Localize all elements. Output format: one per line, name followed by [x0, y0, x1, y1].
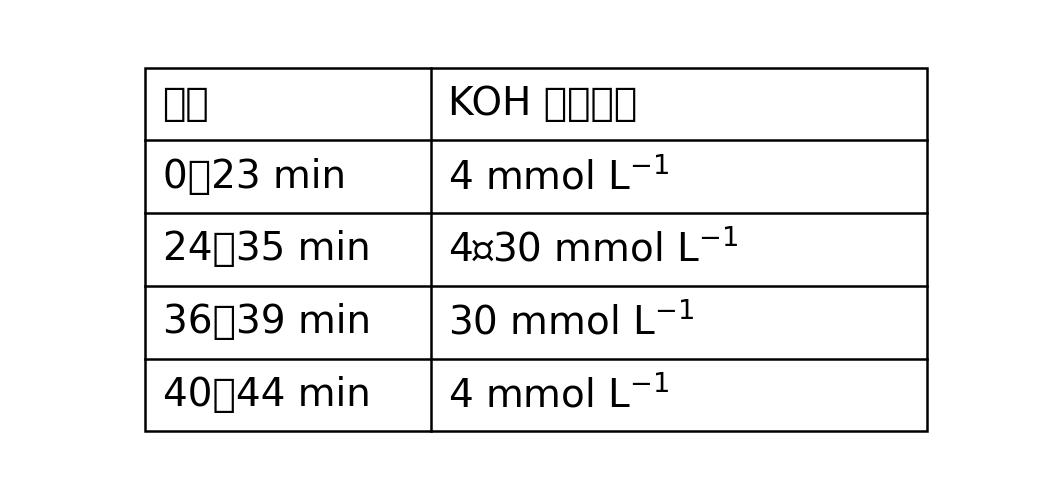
Text: 时间: 时间: [162, 85, 209, 123]
Text: 4 mmol L$^{-1}$: 4 mmol L$^{-1}$: [448, 157, 669, 196]
Text: 40～44 min: 40～44 min: [162, 376, 370, 414]
Text: 4 mmol L$^{-1}$: 4 mmol L$^{-1}$: [448, 375, 669, 414]
Text: 30 mmol L$^{-1}$: 30 mmol L$^{-1}$: [448, 303, 693, 342]
Text: KOH 溶液浓度: KOH 溶液浓度: [448, 85, 637, 123]
Text: 4～30 mmol L$^{-1}$: 4～30 mmol L$^{-1}$: [448, 230, 738, 269]
Text: 24～35 min: 24～35 min: [162, 231, 370, 268]
Text: 0～23 min: 0～23 min: [162, 158, 345, 196]
Text: 36～39 min: 36～39 min: [162, 303, 370, 341]
